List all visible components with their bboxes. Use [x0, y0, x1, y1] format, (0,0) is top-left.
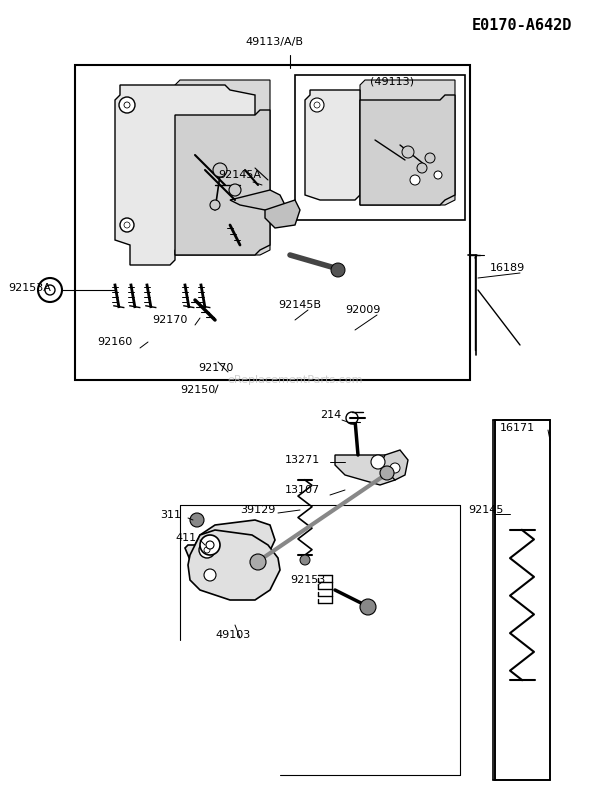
- Text: 92150: 92150: [180, 385, 215, 395]
- Circle shape: [206, 541, 214, 549]
- Text: 16171: 16171: [500, 423, 535, 433]
- Polygon shape: [230, 190, 285, 215]
- Circle shape: [210, 200, 220, 210]
- Circle shape: [213, 163, 227, 177]
- Polygon shape: [185, 520, 275, 565]
- Circle shape: [120, 218, 134, 232]
- Circle shape: [250, 554, 266, 570]
- Circle shape: [204, 547, 210, 553]
- Circle shape: [360, 599, 376, 615]
- Text: 39129: 39129: [240, 505, 276, 515]
- Circle shape: [124, 222, 130, 228]
- Circle shape: [229, 184, 241, 196]
- Circle shape: [410, 175, 420, 185]
- Circle shape: [190, 513, 204, 527]
- Circle shape: [45, 285, 55, 295]
- Circle shape: [346, 412, 358, 424]
- Text: 92145: 92145: [468, 505, 503, 515]
- Polygon shape: [380, 450, 408, 480]
- Text: 92170: 92170: [152, 315, 188, 325]
- Polygon shape: [305, 90, 360, 200]
- Polygon shape: [175, 110, 270, 255]
- Bar: [295, 75, 465, 220]
- Polygon shape: [115, 85, 255, 265]
- Text: 214: 214: [320, 410, 341, 420]
- Text: 311: 311: [160, 510, 181, 520]
- Circle shape: [402, 146, 414, 158]
- Polygon shape: [188, 530, 280, 600]
- Bar: [75, 65, 470, 380]
- Circle shape: [200, 535, 220, 555]
- Text: 92145B: 92145B: [278, 300, 321, 310]
- Text: 92170: 92170: [198, 363, 234, 373]
- Polygon shape: [265, 200, 300, 228]
- Circle shape: [371, 455, 385, 469]
- Circle shape: [124, 102, 130, 108]
- Circle shape: [204, 569, 216, 581]
- Circle shape: [417, 163, 427, 173]
- Text: 92160: 92160: [97, 337, 132, 347]
- Circle shape: [331, 263, 345, 277]
- Text: E0170-A642D: E0170-A642D: [471, 18, 572, 33]
- Text: 16189: 16189: [490, 263, 525, 273]
- Text: (49113): (49113): [370, 77, 414, 87]
- Text: 92153: 92153: [290, 575, 325, 585]
- Circle shape: [119, 97, 135, 113]
- Text: 49113/A/B: 49113/A/B: [245, 37, 303, 47]
- Text: 13107: 13107: [285, 485, 320, 495]
- Circle shape: [314, 102, 320, 108]
- Polygon shape: [360, 95, 455, 205]
- Circle shape: [434, 171, 442, 179]
- Circle shape: [38, 278, 62, 302]
- Text: eReplacementParts.com: eReplacementParts.com: [227, 375, 363, 385]
- Circle shape: [310, 98, 324, 112]
- Text: 92145A: 92145A: [218, 170, 261, 180]
- Bar: [495, 420, 550, 780]
- Circle shape: [380, 466, 394, 480]
- Text: 92153A: 92153A: [8, 283, 51, 293]
- Text: 92009: 92009: [345, 305, 381, 315]
- Circle shape: [300, 555, 310, 565]
- Circle shape: [390, 463, 400, 473]
- Polygon shape: [175, 80, 270, 255]
- Circle shape: [425, 153, 435, 163]
- Polygon shape: [335, 455, 405, 485]
- Text: 13271: 13271: [285, 455, 320, 465]
- Text: 49103: 49103: [215, 630, 250, 640]
- Circle shape: [199, 542, 215, 558]
- Polygon shape: [360, 80, 455, 205]
- Text: 411: 411: [175, 533, 196, 543]
